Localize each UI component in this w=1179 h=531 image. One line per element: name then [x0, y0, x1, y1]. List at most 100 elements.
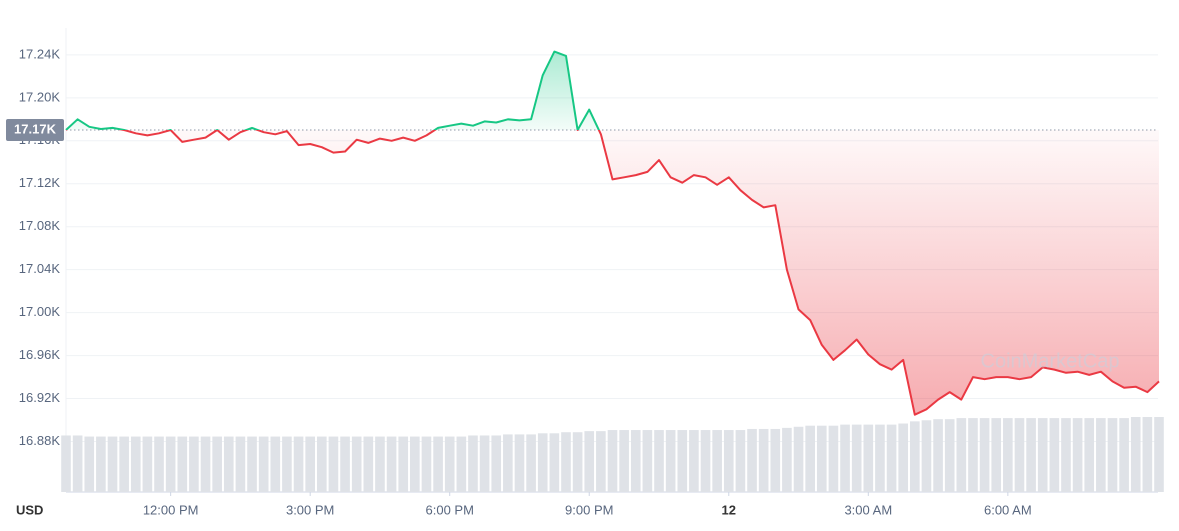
volume-bar: [1037, 418, 1048, 492]
volume-bar: [630, 430, 641, 492]
volume-bar: [468, 435, 478, 492]
volume-bar: [456, 436, 467, 492]
volume-bar: [805, 425, 815, 492]
volume-bar: [1130, 417, 1141, 492]
volume-bar: [584, 431, 595, 492]
volume-bar: [433, 436, 443, 492]
x-tick-label: 6:00 PM: [426, 502, 474, 517]
volume-bar: [270, 436, 281, 492]
volume-bar: [61, 435, 71, 492]
y-tick-label: 17.20K: [19, 89, 61, 104]
volume-bar: [596, 431, 606, 492]
x-tick-label: 6:00 AM: [984, 502, 1032, 517]
volume-bar: [677, 430, 688, 492]
volume-bar: [247, 436, 257, 492]
volume-bar: [328, 436, 339, 492]
volume-bar: [758, 428, 769, 492]
volume-bar: [968, 418, 978, 492]
x-tick-label: 9:00 PM: [565, 502, 613, 517]
reference-badge: [6, 119, 64, 142]
volume-bar: [514, 434, 525, 492]
volume-bar: [1049, 418, 1060, 492]
x-tick-label: 12: [722, 502, 736, 517]
volume-bar: [793, 426, 804, 492]
volume-bar: [700, 430, 711, 492]
watermark: CoinMarketCap: [981, 350, 1120, 372]
volume-bar: [689, 430, 699, 492]
volume-bar: [712, 430, 722, 492]
volume-bar: [293, 436, 304, 492]
y-tick-label: 16.88K: [19, 433, 61, 448]
volume-bar: [410, 436, 420, 492]
y-tick-label: 17.12K: [19, 175, 61, 190]
volume-bar: [1072, 418, 1083, 492]
volume-bar: [421, 436, 432, 492]
volume-bar: [840, 424, 850, 492]
volume-bar: [1154, 417, 1164, 492]
volume-bar: [1119, 418, 1129, 492]
volume-bar: [537, 433, 548, 492]
volume-bar: [375, 436, 385, 492]
volume-bar: [84, 436, 95, 492]
volume-bar: [72, 435, 83, 492]
volume-bar: [828, 425, 839, 492]
volume-bar: [1084, 418, 1095, 492]
volume-bar: [258, 436, 269, 492]
volume-bar: [107, 436, 118, 492]
volume-bar: [642, 430, 653, 492]
volume-bar: [142, 436, 153, 492]
volume-bar: [491, 435, 502, 492]
volume-bar: [189, 436, 199, 492]
volume-bar: [898, 423, 909, 492]
y-tick-label: 16.96K: [19, 347, 61, 362]
volume-bar: [816, 425, 827, 492]
y-tick-label: 17.08K: [19, 218, 61, 233]
volume-bar: [1014, 418, 1025, 492]
y-tick-label: 17.04K: [19, 261, 61, 276]
y-tick-label: 17.24K: [19, 46, 61, 61]
volume-bar: [607, 430, 618, 492]
volume-bar: [770, 428, 781, 492]
volume-bar: [561, 432, 571, 492]
currency-label: USD: [16, 502, 43, 517]
volume-bar: [979, 418, 990, 492]
volume-bar: [944, 419, 955, 492]
volume-bar: [212, 436, 222, 492]
y-tick-label: 16.92K: [19, 390, 61, 405]
volume-bar: [154, 436, 164, 492]
price-line: [65, 50, 1160, 416]
reference-label: 17.17K: [14, 121, 57, 136]
volume-bar: [130, 436, 141, 492]
volume-bar: [956, 418, 967, 492]
x-tick-label: 3:00 AM: [844, 502, 892, 517]
volume-bar: [991, 418, 1002, 492]
volume-bar: [96, 436, 106, 492]
volume-bar: [665, 430, 676, 492]
volume-bar: [572, 432, 583, 492]
volume-bar: [863, 424, 874, 492]
volume-bar: [119, 436, 129, 492]
volume-bar: [177, 436, 188, 492]
plot: [65, 50, 1160, 416]
volume-bar: [723, 430, 734, 492]
volume-bar: [921, 420, 932, 492]
volume-bar: [886, 424, 897, 492]
volume-bar: [223, 436, 234, 492]
volume-bar: [165, 436, 176, 492]
volume-bar: [363, 436, 374, 492]
volume-bar: [340, 436, 350, 492]
volume-bar: [444, 436, 455, 492]
x-tick-label: 12:00 PM: [143, 502, 199, 517]
volume-bar: [282, 436, 292, 492]
volume: [61, 417, 1164, 492]
volume-bar: [351, 436, 362, 492]
volume-bar: [503, 434, 513, 492]
y-tick-label: 17.00K: [19, 304, 61, 319]
volume-bar: [479, 435, 490, 492]
volume-bar: [316, 436, 327, 492]
volume-bar: [526, 434, 536, 492]
volume-bar: [549, 433, 560, 492]
x-tick-label: 3:00 PM: [286, 502, 334, 517]
volume-bar: [305, 436, 315, 492]
